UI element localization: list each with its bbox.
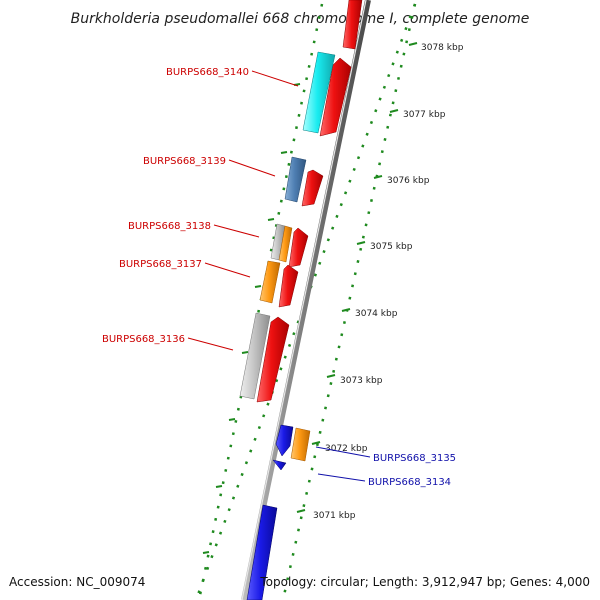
gene-label[interactable]: BURPS668_3136 [102, 334, 185, 345]
gene-feature[interactable] [239, 312, 271, 400]
gene-feature[interactable] [259, 260, 281, 304]
gene-feature[interactable] [284, 156, 307, 203]
gene-feature[interactable] [278, 225, 293, 263]
scale-tick-label: 3076 kbp [387, 176, 430, 186]
leader-line [213, 224, 260, 238]
scale-tick-label: 3071 kbp [313, 511, 356, 521]
gene-feature[interactable] [278, 264, 299, 308]
scale-tick-mark [326, 374, 336, 378]
gene-feature[interactable] [319, 57, 352, 137]
gene-feature[interactable] [290, 427, 311, 462]
inner-ticks [202, 83, 301, 554]
leader-line [187, 337, 234, 351]
reverse-strand-genes [239, 51, 336, 600]
scale-tick-label: 3078 kbp [421, 43, 464, 53]
gene-feature[interactable] [256, 316, 290, 403]
map-title: Burkholderia pseudomallei 668 chromosome… [71, 11, 530, 27]
gene-labels: BURPS668_3140 BURPS668_3139 BURPS668_313… [102, 67, 456, 488]
leader-line [228, 159, 276, 177]
gene-feature[interactable] [342, 0, 363, 50]
scale-tick-mark [356, 241, 366, 245]
gene-label[interactable]: BURPS668_3135 [373, 453, 456, 464]
gene-feature[interactable] [275, 424, 294, 457]
forward-strand-genes [256, 0, 363, 403]
scale-tick-mark [341, 308, 351, 312]
gene-label[interactable]: BURPS668_3139 [143, 156, 226, 167]
chromosome-backbone [241, 0, 371, 600]
gene-feature[interactable] [272, 459, 287, 471]
leader-line [251, 70, 299, 87]
summary-text: Topology: circular; Length: 3,912,947 bp… [259, 575, 590, 589]
gene-label[interactable]: BURPS668_3138 [128, 221, 211, 232]
scale-tick-label: 3072 kbp [325, 444, 368, 454]
scale: 3078 kbp 3077 kbp 3076 kbp 3075 kbp 3074… [296, 42, 464, 521]
leader-line [204, 262, 251, 278]
accession-text: Accession: NC_009074 [9, 575, 145, 589]
scale-tick-mark [408, 42, 418, 46]
gene-feature[interactable] [246, 504, 278, 600]
gene-feature[interactable] [302, 51, 336, 134]
leader-line [315, 446, 371, 458]
leader-line [317, 473, 366, 482]
scale-tick-mark [389, 109, 399, 113]
gene-label[interactable]: BURPS668_3140 [166, 67, 249, 78]
chromosome-backbone-highlight [241, 0, 367, 600]
scale-tick-label: 3074 kbp [355, 309, 398, 319]
inner-dotted-ring [197, 3, 324, 600]
gene-label[interactable]: BURPS668_3134 [368, 477, 451, 488]
scale-tick-label: 3073 kbp [340, 376, 383, 386]
scale-tick-mark [373, 175, 383, 179]
scale-tick-label: 3075 kbp [370, 242, 413, 252]
scale-tick-mark [311, 441, 321, 445]
gene-label[interactable]: BURPS668_3137 [119, 259, 202, 270]
outer-right-dotted-ring [281, 3, 417, 600]
scale-tick-label: 3077 kbp [403, 110, 446, 120]
gene-feature[interactable] [288, 227, 309, 268]
gene-feature[interactable] [301, 169, 324, 207]
scale-tick-mark [296, 509, 306, 513]
